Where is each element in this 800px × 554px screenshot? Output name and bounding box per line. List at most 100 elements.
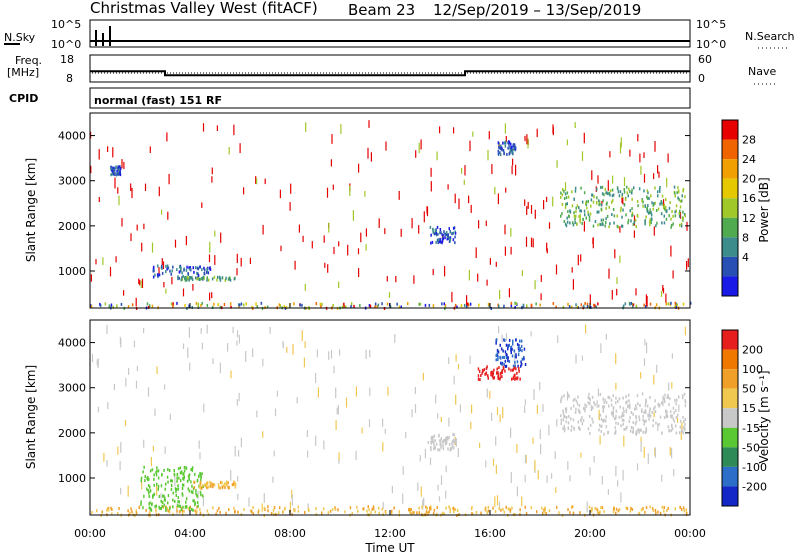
range-gate-cell bbox=[111, 512, 113, 516]
range-gate-cell bbox=[690, 301, 692, 305]
range-gate-cell bbox=[544, 510, 546, 514]
scatter-echo bbox=[662, 395, 664, 407]
range-gate-cell bbox=[636, 200, 639, 203]
range-gate-cell bbox=[151, 468, 154, 472]
scatter-echo bbox=[166, 132, 168, 142]
range-gate-cell bbox=[196, 494, 198, 498]
range-gate-cell bbox=[277, 511, 280, 515]
scatter-echo bbox=[569, 475, 571, 482]
range-gate-cell bbox=[626, 400, 628, 404]
range-gate-cell bbox=[509, 148, 511, 152]
range-gate-cell bbox=[452, 507, 454, 510]
range-gate-cell bbox=[560, 414, 562, 418]
range-gate-cell bbox=[524, 363, 527, 366]
scatter-echo bbox=[236, 330, 239, 338]
range-gate-cell bbox=[198, 278, 201, 282]
range-gate-cell bbox=[195, 492, 197, 496]
range-gate-cell bbox=[477, 374, 480, 378]
range-gate-cell bbox=[502, 148, 505, 152]
range-gate-cell bbox=[598, 423, 601, 427]
range-gate-cell bbox=[181, 509, 184, 513]
range-gate-cell bbox=[682, 426, 685, 430]
range-gate-cell bbox=[185, 275, 187, 279]
range-gate-cell bbox=[676, 191, 678, 195]
range-gate-cell bbox=[675, 416, 678, 419]
range-gate-cell bbox=[282, 510, 284, 514]
range-gate-cell bbox=[184, 278, 187, 282]
scatter-echo bbox=[556, 160, 558, 168]
range-gate-cell bbox=[498, 145, 500, 149]
range-gate-cell bbox=[178, 504, 181, 508]
range-gate-cell bbox=[619, 190, 622, 194]
range-gate-cell bbox=[645, 506, 648, 510]
range-gate-cell bbox=[157, 476, 160, 480]
range-gate-cell bbox=[625, 506, 627, 510]
range-gate-cell bbox=[486, 365, 488, 369]
range-gate-cell bbox=[492, 506, 494, 510]
range-gate-cell bbox=[452, 238, 455, 242]
range-gate-cell bbox=[428, 510, 430, 514]
scatter-echo bbox=[117, 446, 119, 455]
scatter-echo bbox=[133, 340, 135, 348]
range-gate-cell bbox=[599, 393, 602, 396]
range-gate-cell bbox=[206, 278, 208, 282]
range-gate-cell bbox=[579, 511, 581, 515]
range-gate-cell bbox=[613, 214, 616, 218]
scatter-echo bbox=[620, 492, 622, 503]
range-gate-cell bbox=[646, 195, 648, 199]
range-gate-cell bbox=[601, 506, 604, 510]
range-gate-cell bbox=[185, 497, 188, 501]
range-gate-cell bbox=[507, 356, 509, 360]
range-gate-cell bbox=[588, 218, 591, 222]
range-gate-cell bbox=[351, 512, 353, 516]
range-gate-cell bbox=[190, 468, 192, 471]
range-gate-cell bbox=[179, 471, 182, 475]
range-gate-cell bbox=[578, 404, 581, 408]
range-gate-cell bbox=[497, 141, 500, 145]
scatter-echo bbox=[388, 292, 391, 298]
range-gate-cell bbox=[193, 499, 195, 503]
range-gate-cell bbox=[408, 507, 411, 511]
range-gate-cell bbox=[589, 415, 591, 418]
range-gate-cell bbox=[176, 509, 178, 513]
range-gate-cell bbox=[445, 439, 447, 442]
scatter-echo bbox=[524, 405, 526, 413]
scatter-echo bbox=[605, 333, 607, 340]
scatter-echo bbox=[572, 279, 574, 290]
nave-label: Nave bbox=[748, 65, 776, 78]
scatter-echo bbox=[633, 230, 635, 238]
scatter-echo bbox=[128, 367, 130, 375]
scatter-echo bbox=[143, 223, 145, 230]
scatter-echo bbox=[516, 443, 518, 453]
range-gate-cell bbox=[315, 302, 318, 306]
y-tick-label: 3000 bbox=[58, 382, 86, 395]
range-gate-cell bbox=[386, 302, 389, 306]
scatter-echo bbox=[622, 469, 624, 481]
range-gate-cell bbox=[448, 442, 451, 446]
range-gate-cell bbox=[629, 209, 631, 213]
range-gate-cell bbox=[187, 474, 190, 478]
range-gate-cell bbox=[639, 404, 641, 407]
range-gate-cell bbox=[430, 448, 432, 452]
range-gate-cell bbox=[176, 476, 178, 480]
range-gate-cell bbox=[657, 194, 659, 198]
range-gate-cell bbox=[652, 418, 654, 422]
x-axis-ticks: 00:00 04:00 08:00 12:00 16:00 20:00 00:00 bbox=[74, 303, 706, 540]
scatter-echo bbox=[448, 417, 450, 427]
range-gate-cell bbox=[256, 305, 259, 309]
range-gate-cell bbox=[188, 476, 190, 480]
range-gate-cell bbox=[334, 507, 337, 511]
range-gate-cell bbox=[518, 349, 520, 353]
range-gate-cell bbox=[181, 483, 184, 487]
scatter-echo bbox=[238, 450, 240, 457]
range-gate-cell bbox=[512, 342, 514, 346]
scatter-echo bbox=[402, 493, 404, 504]
range-gate-cell bbox=[612, 412, 614, 415]
range-gate-cell bbox=[584, 407, 586, 411]
range-gate-cell bbox=[623, 427, 625, 431]
range-gate-cell bbox=[585, 201, 587, 205]
range-gate-cell bbox=[223, 303, 226, 306]
range-gate-cell bbox=[508, 360, 511, 363]
range-gate-cell bbox=[497, 371, 499, 375]
range-gate-cell bbox=[504, 364, 507, 368]
